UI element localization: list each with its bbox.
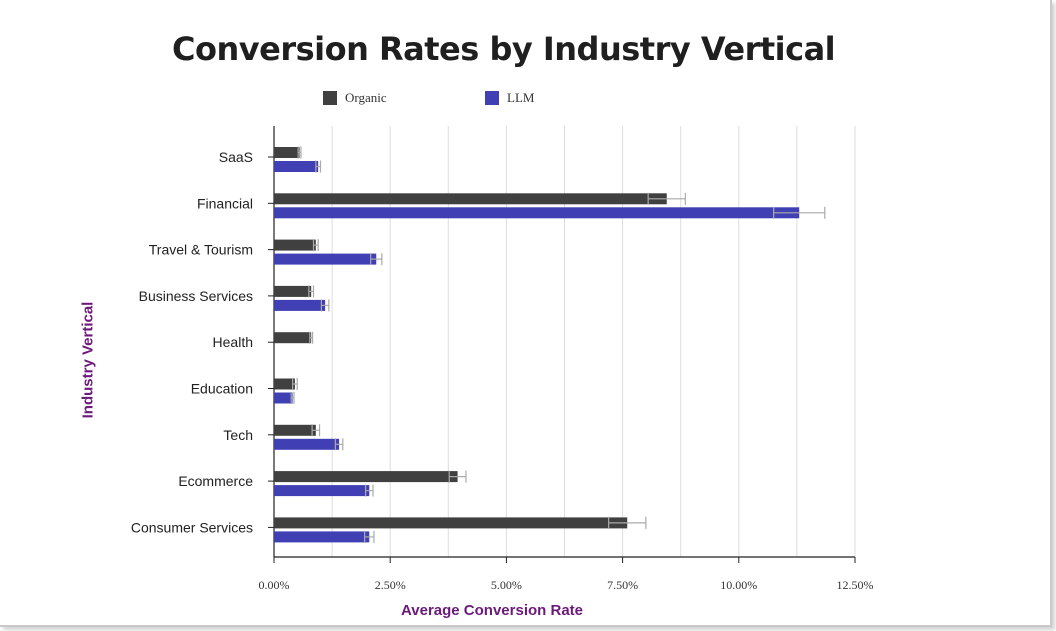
bar-llm [274,392,293,404]
category-label: Travel & Tourism [149,242,253,258]
x-tick-label: 0.00% [259,578,290,592]
bar-organic [274,424,316,436]
legend-label-llm: LLM [507,90,535,105]
x-tick-label: 12.50% [837,578,874,592]
bar-llm [274,299,326,311]
category-label: Education [191,381,253,397]
category-label: Health [213,334,253,350]
bar-llm [274,253,377,265]
legend-swatch-llm [485,91,499,105]
bar-organic [274,147,300,158]
x-tick-label: 5.00% [491,578,522,592]
bar-llm [274,207,800,219]
x-tick-label: 2.50% [375,578,406,592]
bar-organic [274,239,316,251]
chart-title: Conversion Rates by Industry Vertical [172,30,836,68]
legend-item-organic: Organic [323,90,387,106]
bar-llm [274,438,340,450]
y-axis-title: Industry Vertical [79,301,97,419]
category-label: Ecommerce [178,473,253,489]
legend-label-organic: Organic [345,90,387,105]
bar-llm [274,531,370,543]
bar-organic [274,378,295,390]
category-label: SaaS [219,149,253,165]
category-label: Business Services [139,288,253,304]
x-tick-label: 10.00% [720,578,757,592]
bar-organic [274,285,312,297]
legend-swatch-organic [323,91,337,105]
bar-organic [274,193,667,205]
bar-organic [274,332,312,344]
bar-organic [274,471,458,483]
bar-llm [274,485,370,497]
x-tick-label: 7.50% [607,578,638,592]
bar-llm [274,161,319,172]
category-label: Financial [197,195,253,211]
bar-organic [274,517,628,529]
category-label: Consumer Services [131,519,253,535]
legend-item-llm: LLM [485,90,534,106]
x-axis-title: Average Conversion Rate [400,602,584,619]
category-label: Tech [223,427,253,443]
